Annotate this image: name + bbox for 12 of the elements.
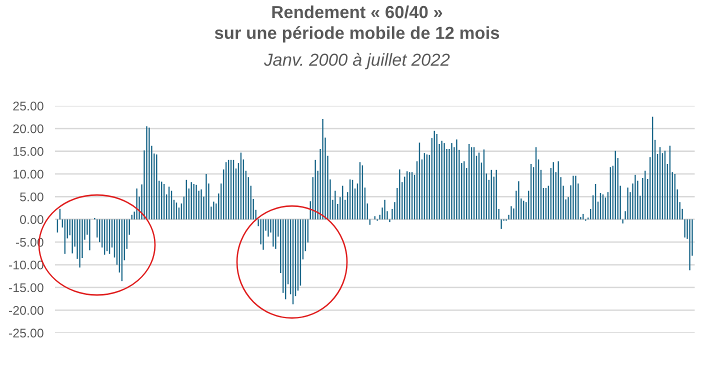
y-tick-label: 5.00: [20, 192, 44, 202]
y-tick-label: -15.00: [8, 283, 44, 292]
y-tick-label: 0.00: [20, 215, 44, 224]
y-tick-label: 25.00: [13, 102, 44, 110]
y-tick-label: 10.00: [14, 170, 44, 179]
y-tick-label: 15.00: [14, 147, 44, 156]
chart-title: Rendement « 60/40 » sur une période mobile de 12 mois: [214, 5, 500, 42]
y-tick-label: -25.00: [8, 328, 44, 338]
y-tick-label: -10.00: [8, 260, 44, 270]
chart-subtitle: Janv. 2000 à juillet 2022: [264, 52, 450, 70]
y-tick-label: -20.00: [8, 306, 44, 315]
y-tick-label: 20.00: [13, 124, 44, 134]
